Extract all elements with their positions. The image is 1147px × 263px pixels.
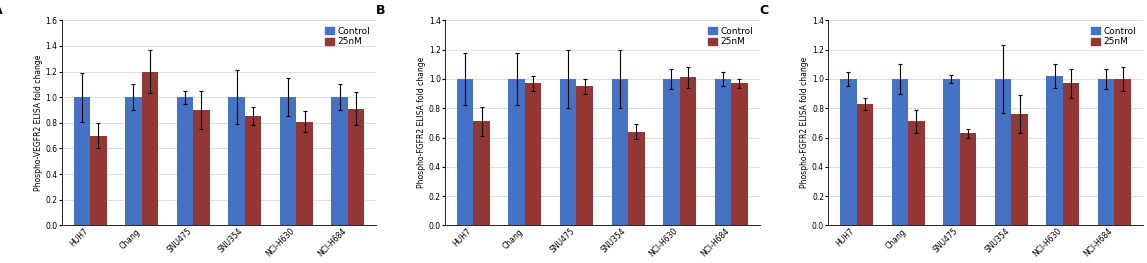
Bar [908, 122, 924, 225]
Bar [474, 122, 490, 225]
Y-axis label: Phospho-FGFR2 ELISA fold change: Phospho-FGFR2 ELISA fold change [801, 57, 809, 189]
Bar [560, 79, 577, 225]
Bar [994, 79, 1012, 225]
Bar [943, 79, 960, 225]
Bar [1115, 79, 1131, 225]
Bar [857, 104, 873, 225]
Bar [280, 97, 296, 225]
Legend: Control, 25nM: Control, 25nM [1090, 25, 1138, 48]
Bar [1012, 114, 1028, 225]
Bar [891, 79, 908, 225]
Bar [125, 97, 141, 225]
Bar [296, 122, 313, 225]
Bar [331, 97, 348, 225]
Bar [611, 79, 629, 225]
Bar [141, 72, 158, 225]
Bar [663, 79, 680, 225]
Bar [1063, 83, 1079, 225]
Bar [1098, 79, 1115, 225]
Bar [228, 97, 244, 225]
Legend: Control, 25nM: Control, 25nM [707, 25, 755, 48]
Text: B: B [376, 4, 385, 17]
Bar [73, 97, 91, 225]
Bar [731, 83, 748, 225]
Text: A: A [0, 4, 2, 17]
Bar [348, 109, 365, 225]
Legend: Control, 25nM: Control, 25nM [322, 25, 372, 48]
Text: C: C [759, 4, 768, 17]
Bar [457, 79, 474, 225]
Bar [244, 117, 262, 225]
Y-axis label: Phospho-FGFR2 ELISA fold change: Phospho-FGFR2 ELISA fold change [416, 57, 426, 189]
Bar [715, 79, 731, 225]
Bar [577, 86, 593, 225]
Bar [840, 79, 857, 225]
Y-axis label: Phospho-VEGFR2 ELISA fold change: Phospho-VEGFR2 ELISA fold change [33, 55, 42, 191]
Bar [91, 136, 107, 225]
Bar [508, 79, 525, 225]
Bar [177, 97, 193, 225]
Bar [193, 110, 210, 225]
Bar [960, 133, 976, 225]
Bar [629, 132, 645, 225]
Bar [525, 83, 541, 225]
Bar [1046, 76, 1063, 225]
Bar [680, 78, 696, 225]
